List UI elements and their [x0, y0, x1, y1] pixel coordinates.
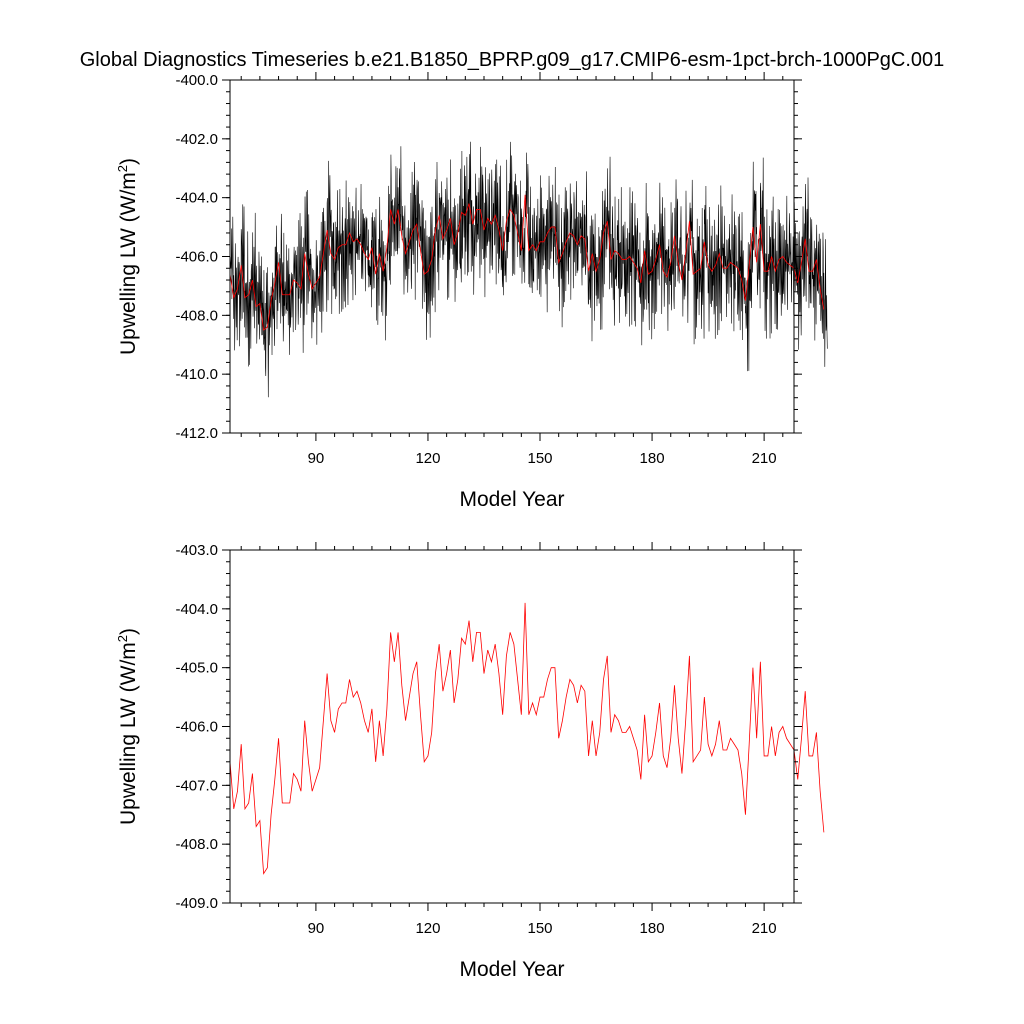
top-y-axis-label: Upwelling LW (W/m2) [115, 158, 140, 355]
bottom-x-tick-label: 210 [752, 920, 777, 937]
top-panel: 90 120 150 180 210 -412.0 -410.0 -408.0 -406.0 -4… [115, 72, 828, 511]
bottom-annual-series-line [229, 602, 825, 875]
bottom-plot-frame [229, 549, 795, 904]
top-monthly-series-line [229, 141, 828, 398]
top-y-tick-label: -404.0 [175, 190, 218, 207]
top-x-axis-label: Model Year [459, 488, 564, 511]
bottom-x-tick-label: 180 [640, 920, 665, 937]
top-annual-series-line [229, 194, 825, 331]
figure-title: Global Diagnostics Timeseries b.e21.B185… [80, 49, 945, 71]
bottom-panel: 90 120 150 180 210 -409.0 -408.0 -407.0 -406.0 -4… [115, 542, 825, 981]
bottom-x-tick-label: 90 [308, 920, 325, 937]
bottom-x-axis-label: Model Year [459, 958, 564, 981]
top-plot-frame [229, 79, 795, 434]
top-x-tick-label: 90 [308, 450, 325, 467]
bottom-x-tick-label: 120 [415, 920, 440, 937]
top-y-tick-label: -406.0 [175, 249, 218, 266]
bottom-y-tick-label: -405.0 [175, 660, 218, 677]
bottom-y-tick-label: -404.0 [175, 601, 218, 618]
top-y-tick-label: -400.0 [175, 72, 218, 89]
top-y-tick-label: -410.0 [175, 366, 218, 383]
bottom-y-axis-label: Upwelling LW (W/m2) [115, 628, 140, 825]
top-y-tick-label: -408.0 [175, 307, 218, 324]
bottom-y-tick-label: -408.0 [175, 836, 218, 853]
top-y-tick-label: -402.0 [175, 131, 218, 148]
bottom-y-tick-label: -409.0 [175, 895, 218, 912]
bottom-y-tick-label: -403.0 [175, 542, 218, 559]
top-x-tick-label: 120 [415, 450, 440, 467]
bottom-x-tick-label: 150 [527, 920, 552, 937]
top-y-tick-label: -412.0 [175, 425, 218, 442]
top-x-tick-label: 180 [640, 450, 665, 467]
top-x-tick-label: 150 [527, 450, 552, 467]
bottom-y-tick-label: -406.0 [175, 719, 218, 736]
top-x-tick-label: 210 [752, 450, 777, 467]
bottom-y-tick-label: -407.0 [175, 777, 218, 794]
